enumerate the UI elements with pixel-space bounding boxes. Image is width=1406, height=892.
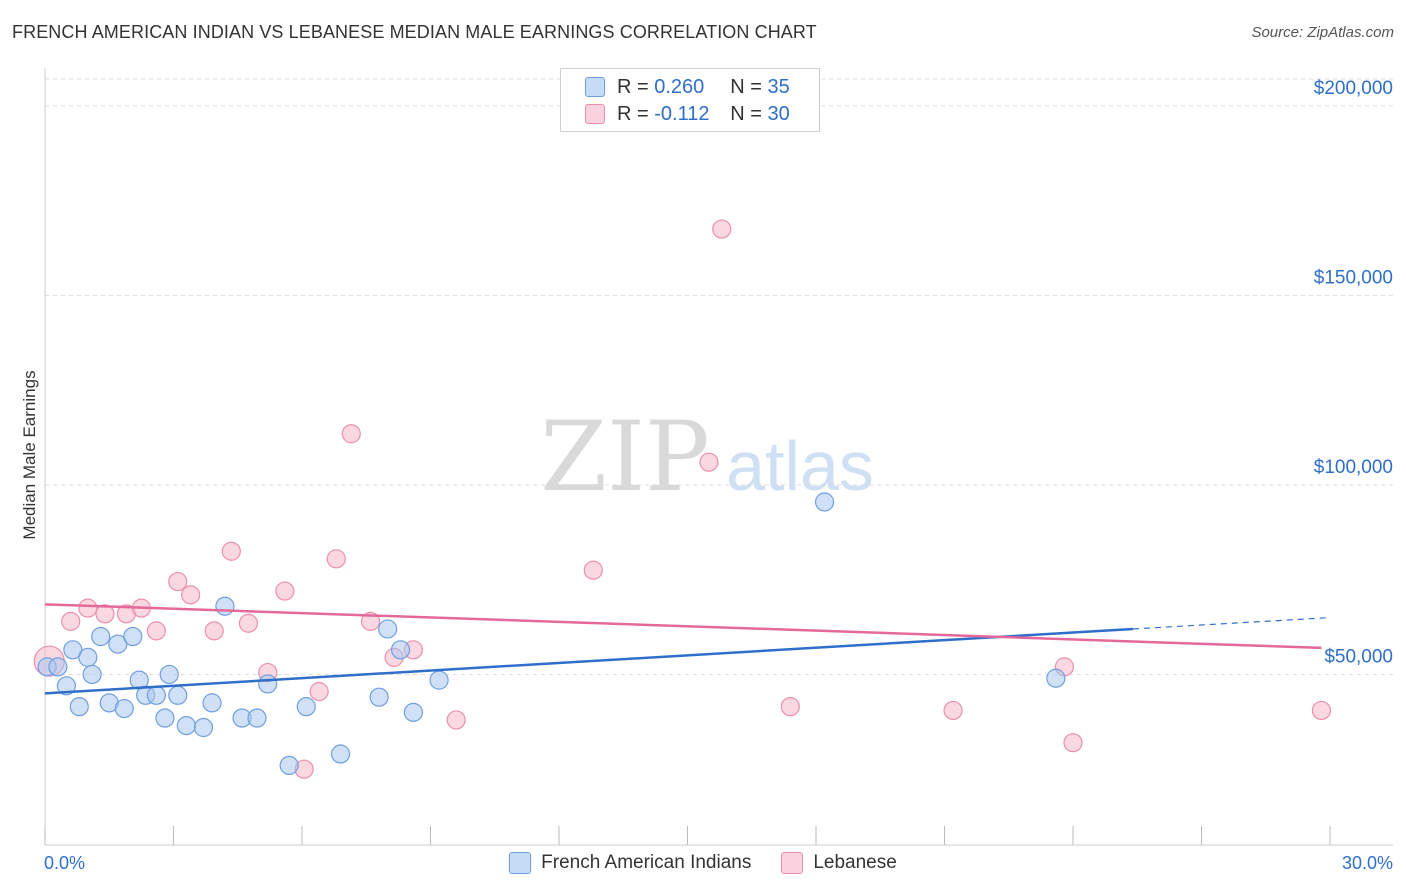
axis-layer: $50,000 $100,000 $150,000 $200,000 <box>44 68 1393 846</box>
french-american-indians-point <box>390 640 411 660</box>
lebanese-point <box>221 541 241 561</box>
lebanese-point <box>712 219 732 239</box>
lebanese-point <box>275 581 295 601</box>
french-american-indians-point <box>296 697 316 717</box>
series-swatch-blue <box>509 852 532 874</box>
french-american-indians-point <box>378 619 398 639</box>
french-american-indians-point <box>63 640 83 660</box>
series-legend-item-lebanese[interactable]: Lebanese <box>781 852 897 874</box>
lebanese-point <box>341 424 361 444</box>
legend-r-value: 0.260 <box>654 75 705 98</box>
french-american-indians-point <box>369 687 389 707</box>
lebanese-point <box>309 681 329 702</box>
watermark: ZIP atlas <box>540 401 874 513</box>
french-american-indians-point <box>1046 668 1066 688</box>
french-american-indians-trend-extension <box>1132 616 1331 630</box>
trend-layer <box>44 603 1331 695</box>
lebanese-point <box>360 611 381 631</box>
french-american-indians-point <box>48 657 68 677</box>
series-legend-label: French American Indians <box>541 852 752 873</box>
lebanese-point <box>168 571 188 592</box>
french-american-indians-point <box>69 697 89 717</box>
legend-r-value: -0.112 <box>654 102 710 125</box>
french-american-indians-point <box>814 492 835 512</box>
french-american-indians-point <box>123 626 143 647</box>
series-legend-label: Lebanese <box>813 852 897 873</box>
legend-n-label: N = <box>730 102 768 125</box>
x-tick-label-min: 0.0% <box>44 853 85 873</box>
lebanese-point <box>583 560 603 580</box>
french-american-indians-point <box>146 685 166 705</box>
grid-layer <box>45 78 1393 675</box>
french-american-indians-point <box>193 717 214 738</box>
legend-row-lebanese: R = -0.112 N = 30 <box>585 102 790 126</box>
french-american-indians-point <box>247 708 267 728</box>
lebanese-point <box>61 611 81 631</box>
french-american-indians-point <box>155 708 175 728</box>
watermark-zip: ZIP <box>540 401 709 513</box>
lebanese-trend-line <box>44 603 1322 650</box>
legend-row-french-american-indians: R = 0.260 N = 35 <box>585 75 790 99</box>
french-american-indians-point <box>279 755 299 776</box>
lebanese-point <box>1063 733 1083 753</box>
french-american-indians-point <box>429 670 449 690</box>
series-legend: French American Indians Lebanese <box>0 852 1406 874</box>
legend-n-value: 30 <box>767 102 790 125</box>
french-american-indians-point <box>78 647 98 667</box>
legend-n-label: N = <box>730 75 768 98</box>
legend-r-label: R = <box>617 102 655 125</box>
series-legend-item-french-american-indians[interactable]: French American Indians <box>509 852 751 874</box>
y-axis-label: Median Male Earnings <box>20 370 39 539</box>
lebanese-point <box>780 697 800 717</box>
series-swatch-pink <box>781 852 804 874</box>
lebanese-point <box>95 604 115 624</box>
french-american-indians-point <box>202 693 222 713</box>
lebanese-point <box>1311 700 1332 721</box>
french-american-indians-point <box>108 634 128 654</box>
source-credit: Source: ZipAtlas.com <box>1251 24 1394 41</box>
lebanese-point <box>446 710 466 730</box>
french-american-indians-point <box>330 744 351 764</box>
watermark-atlas: atlas <box>726 427 874 505</box>
stats-legend: R = 0.260 N = 35 R = -0.112 N = 30 <box>560 68 820 132</box>
lebanese-point <box>204 621 224 641</box>
french-american-indians-point <box>159 664 179 685</box>
lebanese-point <box>943 700 963 721</box>
legend-n-value: 35 <box>767 75 790 98</box>
x-tick-label-max: 30.0% <box>1342 853 1393 873</box>
chart-title: FRENCH AMERICAN INDIAN VS LEBANESE MEDIA… <box>12 22 817 42</box>
french-american-indians-point <box>168 685 188 705</box>
french-american-indians-trend-line <box>44 627 1134 695</box>
points-layer <box>33 219 1332 779</box>
french-american-indians-point <box>56 676 77 696</box>
french-american-indians-point <box>258 674 278 694</box>
lebanese-point <box>699 452 719 472</box>
french-american-indians-point <box>91 626 111 647</box>
legend-swatch-blue <box>585 77 605 97</box>
y-tick-label: $50,000 <box>1324 646 1393 667</box>
french-american-indians-point <box>176 716 196 736</box>
lebanese-point <box>78 598 98 618</box>
french-american-indians-point <box>114 698 134 719</box>
french-american-indians-point <box>403 702 423 722</box>
y-tick-label: $200,000 <box>1314 78 1393 99</box>
y-tick-label: $100,000 <box>1314 457 1393 478</box>
french-american-indians-point <box>215 596 235 616</box>
legend-swatch-pink <box>585 104 605 124</box>
legend-r-label: R = <box>617 75 655 98</box>
lebanese-point <box>238 613 259 633</box>
french-american-indians-point <box>82 664 102 685</box>
lebanese-point <box>146 621 166 641</box>
y-tick-label: $150,000 <box>1314 267 1393 288</box>
lebanese-point <box>181 585 201 605</box>
lebanese-point <box>326 549 346 569</box>
